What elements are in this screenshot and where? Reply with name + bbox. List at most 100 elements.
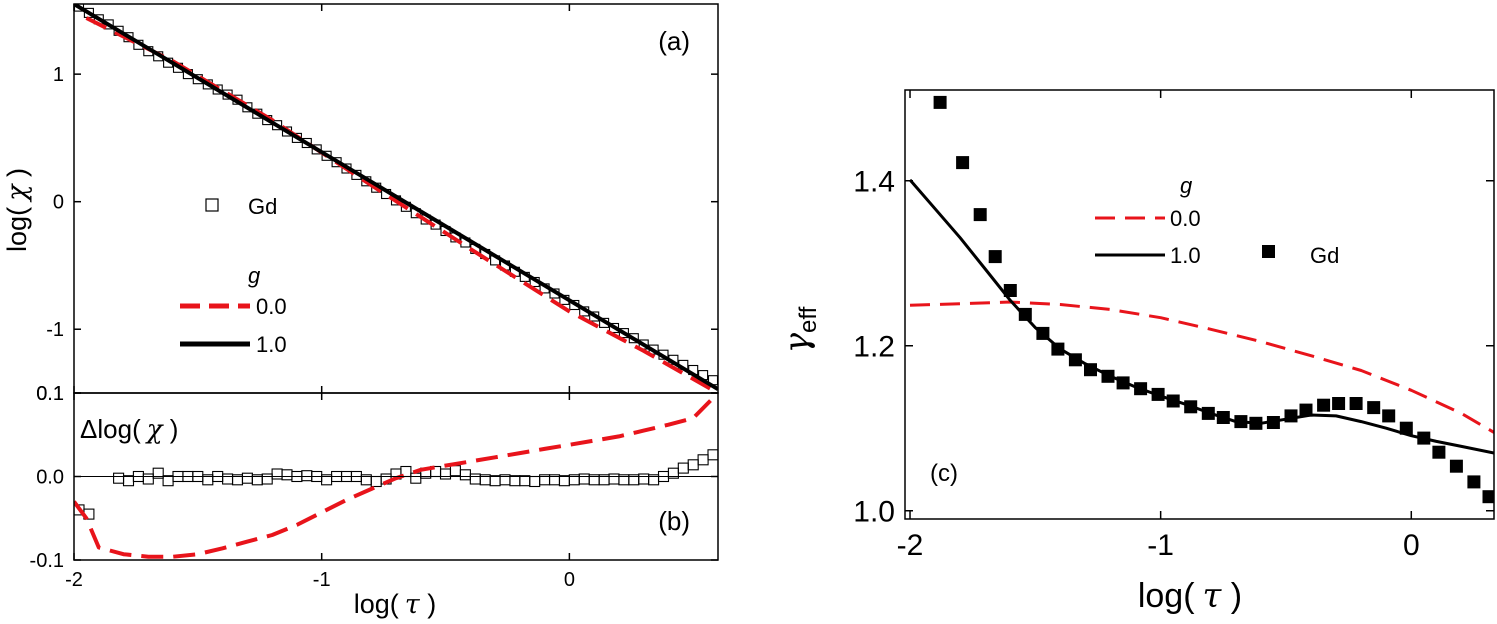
data-point (1317, 398, 1331, 412)
data-point (529, 475, 541, 488)
data-point (1332, 397, 1346, 410)
data-point (1449, 459, 1463, 473)
panel-b-ticks: 0.1 0.0 -0.1-2 -1 0 (30, 383, 718, 591)
legend-c-gd-marker (1262, 245, 1275, 258)
data-point (142, 473, 154, 485)
y-tick-label: 0 (53, 192, 64, 214)
legend-g-title: g (248, 263, 261, 288)
legend-g1-label: 1.0 (256, 332, 287, 357)
y-tick-label: 1 (53, 64, 64, 86)
panel-c-ticks: 1.41.21.0-2 -1 0 (853, 90, 1494, 562)
x-tick-label: -1 (1147, 529, 1174, 562)
series-line-g1-0 (908, 178, 1494, 455)
data-point (1467, 475, 1481, 489)
legend-c-g0-label: 0.0 (1170, 206, 1201, 231)
data-point (973, 208, 987, 222)
panel-a-ylabel: log(χ ) (2, 168, 33, 252)
data-point (1349, 397, 1363, 410)
y-tick-label: -1 (46, 319, 64, 341)
data-point (519, 475, 531, 487)
panel-b: 0.1 0.0 -0.1-2 -1 0 (b) Δlog(χ ) log(τ ) (30, 383, 719, 620)
panel-b-label: (b) (658, 506, 690, 536)
data-point (241, 472, 253, 484)
data-point (638, 473, 650, 485)
y-tick-label: 1.4 (853, 165, 895, 198)
data-point (1432, 445, 1446, 459)
panel-c-label: (c) (930, 460, 958, 487)
data-point (707, 449, 718, 461)
series-line-g0-0 (74, 393, 718, 559)
data-point (608, 473, 620, 485)
data-point (509, 475, 521, 487)
data-point (1399, 421, 1413, 435)
data-point (449, 465, 461, 477)
y-tick-label: 0.1 (36, 383, 64, 405)
x-tick-label: 0 (1403, 529, 1420, 562)
data-point (281, 469, 293, 481)
data-point (578, 473, 590, 485)
data-point (1382, 409, 1396, 423)
y-tick-label: 0.0 (36, 467, 64, 489)
x-tick-label: -2 (897, 529, 924, 562)
legend-c-g1-label: 1.0 (1170, 243, 1201, 268)
x-tick-label: -1 (313, 569, 331, 591)
series-gd (74, 449, 718, 520)
data-point (301, 137, 312, 149)
panel-c: 1.41.21.0-2 -1 0 (c) γeff log(τ ) g 0.0 1.… (777, 89, 1495, 616)
panel-a-label: (a) (658, 26, 690, 56)
data-point (272, 120, 283, 131)
data-point (370, 475, 382, 488)
data-point (113, 472, 125, 484)
data-point (222, 473, 234, 485)
y-tick-label: 1.0 (853, 495, 895, 528)
panel-b-xlabel: log(τ ) (354, 589, 436, 620)
panel-b-data (74, 393, 718, 559)
panel-a: 1 0 -1 0.1 (a) log(χ ) Gd g 0.0 1.0 (2, 3, 719, 405)
x-tick-label: -2 (65, 569, 83, 591)
y-tick-label: 1.2 (853, 330, 895, 363)
data-point (956, 156, 970, 170)
data-point (618, 328, 629, 339)
data-point (459, 469, 471, 481)
data-point (301, 470, 313, 482)
data-point (410, 472, 422, 484)
panel-c-ylabel: γeff (777, 306, 822, 353)
panel-c-frame (904, 89, 1495, 520)
data-point (1299, 403, 1313, 417)
data-point (687, 459, 699, 471)
data-point (469, 473, 481, 485)
data-point (271, 468, 283, 480)
data-point (489, 475, 501, 487)
series-gd (74, 4, 718, 386)
data-point (152, 467, 164, 479)
data-point (162, 475, 174, 487)
data-point (1367, 401, 1381, 415)
legend-c-gd-label: Gd (1310, 243, 1339, 268)
panel-a-data (74, 4, 718, 393)
data-point (122, 475, 135, 487)
series-line-g1-0 (74, 4, 718, 391)
data-point (988, 250, 1002, 264)
panel-b-inner-label: Δlog(χ ) (80, 414, 178, 445)
data-point (558, 475, 570, 487)
y-tick-label: -0.1 (30, 550, 64, 572)
data-point (933, 95, 947, 109)
x-tick-label: 0 (564, 569, 575, 591)
data-point (439, 468, 452, 480)
legend-g0-label: 0.0 (256, 294, 287, 319)
data-point (1482, 490, 1494, 504)
legend-c-g-title: g (1180, 173, 1193, 198)
data-point (1003, 284, 1017, 297)
data-point (261, 473, 273, 485)
legend-gd-label: Gd (248, 194, 277, 219)
y-tick-label: 0.1 (36, 383, 64, 405)
panel-c-xlabel: log(τ ) (1138, 576, 1242, 616)
data-point (697, 454, 709, 466)
series-line-g0-0 (85, 16, 718, 393)
data-point (311, 144, 322, 155)
series-gd (933, 95, 1494, 504)
legend-gd-marker (205, 198, 219, 212)
data-point (103, 19, 114, 30)
data-point (677, 462, 689, 474)
